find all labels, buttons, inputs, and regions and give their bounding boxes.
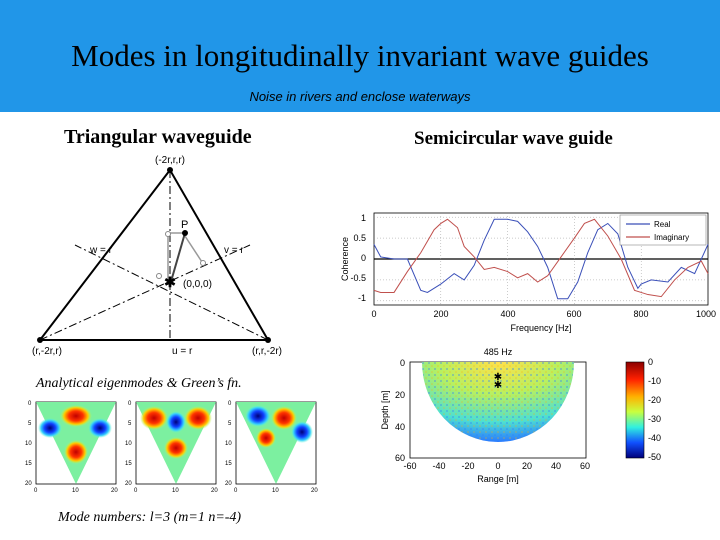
colorbar-tick: 0 xyxy=(648,357,653,367)
median-w xyxy=(74,244,269,341)
vertex-right-label: (r,r,-2r) xyxy=(252,346,282,357)
svg-text:5: 5 xyxy=(228,421,232,427)
ytick: -0.5 xyxy=(350,273,366,283)
colorbar-tick: -10 xyxy=(648,376,661,386)
label-w: w = r xyxy=(89,245,113,256)
mode-plot-1 xyxy=(35,401,117,485)
colorbar-tick: -40 xyxy=(648,433,661,443)
mode-plot-2 xyxy=(135,401,217,485)
field-title: 485 Hz xyxy=(484,347,513,357)
svg-text:0: 0 xyxy=(228,401,232,407)
xtick: 200 xyxy=(433,309,448,319)
y-axis-label: Coherence xyxy=(340,237,350,281)
series-imaginary-line xyxy=(373,218,709,298)
xtick: 0 xyxy=(371,309,376,319)
range-axis-label: Range [m] xyxy=(477,474,519,484)
svg-text:10: 10 xyxy=(25,441,32,447)
xtick: -60 xyxy=(403,461,416,471)
svg-text:20: 20 xyxy=(211,488,218,494)
xtick: 40 xyxy=(551,461,561,471)
triangular-heading: Triangular waveguide xyxy=(64,126,252,148)
title-banner xyxy=(0,0,720,112)
ytick: 0 xyxy=(400,358,405,368)
svg-text:✱: ✱ xyxy=(164,274,176,290)
median-v xyxy=(39,244,251,341)
xtick: 600 xyxy=(566,309,581,319)
colorbar-tick: -20 xyxy=(648,395,661,405)
svg-text:10: 10 xyxy=(125,441,132,447)
xtick: 1000 xyxy=(696,309,716,319)
svg-text:20: 20 xyxy=(311,488,318,494)
ytick: 0.5 xyxy=(353,233,366,243)
vertex-left-label: (r,-2r,r) xyxy=(32,346,62,357)
xtick: -20 xyxy=(461,461,474,471)
svg-text:15: 15 xyxy=(225,461,232,467)
field-chart: 485 Hz ✱ ✱ 0 20 40 60 -60 -40 -20 0 20 4… xyxy=(380,347,661,484)
svg-text:20: 20 xyxy=(225,481,232,487)
label-u: u = r xyxy=(172,346,193,357)
xtick: 800 xyxy=(633,309,648,319)
svg-text:20: 20 xyxy=(125,481,132,487)
point-p xyxy=(182,230,188,236)
ytick: 40 xyxy=(395,422,405,432)
triangle-diagram: ✱ (-2r,r,r) (r,-2r,r) (r,r,-2r) w = r v … xyxy=(32,155,282,357)
colorbar-tick: -50 xyxy=(648,452,661,462)
label-origin: (0,0,0) xyxy=(183,279,212,290)
source-marker: ✱ xyxy=(494,372,502,383)
svg-text:10: 10 xyxy=(72,488,79,494)
svg-text:5: 5 xyxy=(28,421,32,427)
xtick: 400 xyxy=(500,309,515,319)
svg-text:0: 0 xyxy=(134,488,138,494)
x-axis-label: Frequency [Hz] xyxy=(510,323,571,333)
slide-subtitle: Noise in rivers and enclose waterways xyxy=(249,89,471,104)
colorbar-tick: -30 xyxy=(648,414,661,424)
svg-text:15: 15 xyxy=(125,461,132,467)
svg-text:20: 20 xyxy=(111,488,118,494)
label-p: P xyxy=(181,219,188,231)
svg-text:✱: ✱ xyxy=(494,380,502,391)
ytick: 0 xyxy=(361,253,366,263)
xtick: -40 xyxy=(432,461,445,471)
svg-text:15: 15 xyxy=(25,461,32,467)
ytick: 1 xyxy=(361,213,366,223)
svg-text:20: 20 xyxy=(25,481,32,487)
legend-imaginary: Imaginary xyxy=(654,233,689,242)
svg-text:5: 5 xyxy=(128,421,132,427)
ytick: 20 xyxy=(395,390,405,400)
mode-plot-3 xyxy=(235,401,317,485)
mode-plots: 0 5 10 15 20 0 10 20 0 5 10 15 20 0 10 2… xyxy=(25,401,318,494)
svg-text:0: 0 xyxy=(28,401,32,407)
ytick: -1 xyxy=(358,293,366,303)
eigenmodes-caption: Analytical eigenmodes & Green’s fn. xyxy=(36,376,242,391)
slide-title: Modes in longitudinally invariant wave g… xyxy=(71,38,649,73)
colorbar xyxy=(625,361,645,459)
coherence-chart: 1 0.5 0 -0.5 -1 0 200 400 600 800 1000 F… xyxy=(340,212,716,333)
series-real-line xyxy=(373,218,709,300)
svg-text:0: 0 xyxy=(128,401,132,407)
svg-text:0: 0 xyxy=(234,488,238,494)
legend-real: Real xyxy=(654,220,671,229)
ytick: 60 xyxy=(395,453,405,463)
label-v: v = r xyxy=(224,245,244,256)
xtick: 0 xyxy=(495,461,500,471)
svg-text:10: 10 xyxy=(225,441,232,447)
svg-text:0: 0 xyxy=(34,488,38,494)
triangle-outline xyxy=(37,168,270,341)
vertex-top-label: (-2r,r,r) xyxy=(155,155,185,166)
depth-axis-label: Depth [m] xyxy=(380,390,390,429)
vector-p xyxy=(169,232,186,286)
mode-numbers-caption: Mode numbers: l=3 (m=1 n=-4) xyxy=(58,510,242,525)
semicircular-heading: Semicircular wave guide xyxy=(414,128,613,149)
xtick: 20 xyxy=(522,461,532,471)
legend: Real Imaginary xyxy=(619,214,707,246)
svg-text:10: 10 xyxy=(272,488,279,494)
svg-text:10: 10 xyxy=(172,488,179,494)
xtick: 60 xyxy=(580,461,590,471)
